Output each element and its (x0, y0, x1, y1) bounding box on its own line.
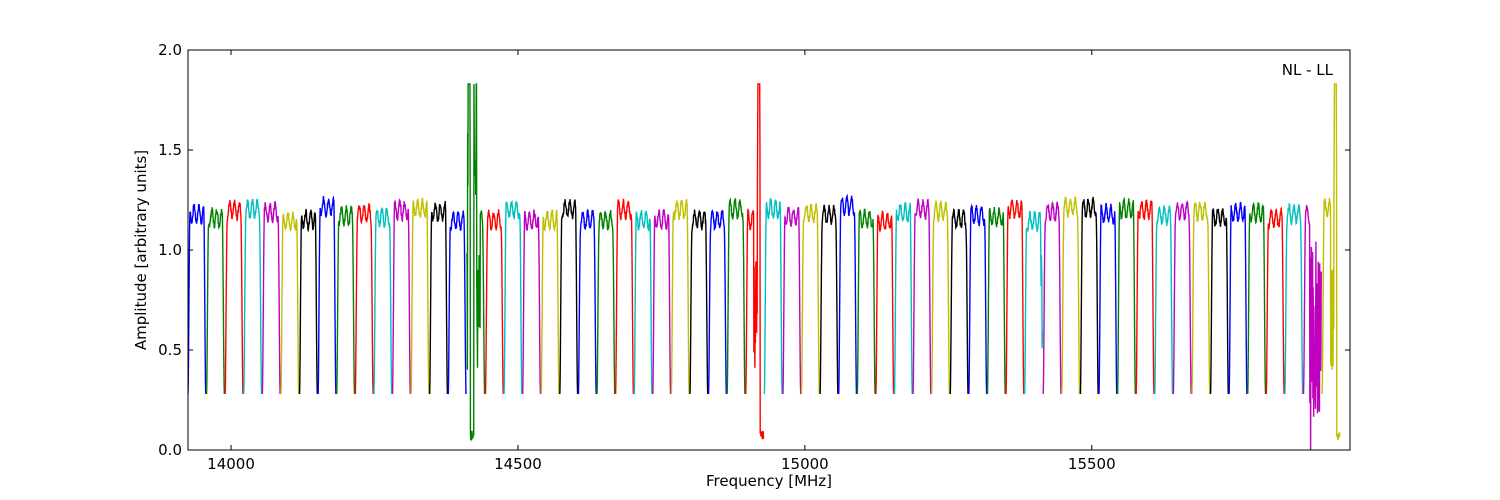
series-line-36 (856, 208, 876, 395)
x-tick-label: 14000 (207, 455, 255, 473)
series-line-40 (930, 200, 951, 395)
series-line-58 (1265, 206, 1285, 395)
plot-frame (187, 49, 1351, 451)
series-line-18 (521, 209, 542, 395)
x-tick-label: 15500 (1068, 455, 1116, 473)
x-tick-label: 14500 (494, 455, 542, 473)
y-tick-label: 1.0 (158, 241, 182, 259)
series-line-41 (949, 208, 969, 395)
x-tick-label: 15000 (781, 455, 829, 473)
series-line-49 (1098, 202, 1118, 395)
series-line-43 (986, 206, 1006, 395)
series-line-9 (354, 203, 374, 395)
series-line-56 (1228, 201, 1248, 395)
series-line-54 (1191, 201, 1211, 395)
series-line-23 (614, 198, 635, 395)
series-line-39 (912, 198, 932, 395)
series-line-2 (224, 199, 244, 395)
series-line-45 (1023, 210, 1044, 395)
series-line-30 (745, 83, 765, 440)
x-axis-label: Frequency [MHz] (706, 472, 832, 490)
series-line-19 (540, 209, 560, 395)
series-line-46 (1042, 200, 1062, 395)
y-tick-label: 1.5 (158, 141, 182, 159)
series-line-0 (188, 203, 207, 395)
series-line-53 (1172, 199, 1192, 395)
series-line-26 (670, 198, 690, 395)
series-line-22 (596, 210, 616, 395)
series-line-55 (1209, 208, 1229, 395)
series-line-31 (763, 197, 783, 395)
series-line-24 (633, 210, 653, 395)
series-line-12 (410, 197, 430, 395)
series-line-57 (1247, 201, 1267, 395)
series-line-47 (1061, 195, 1081, 395)
series-line-59 (1284, 202, 1304, 395)
y-tick-label: 0.5 (158, 341, 182, 359)
series-line-48 (1079, 196, 1099, 395)
ticks-layer: 14000 14500 15000 15500 0.0 0.5 1.0 1.5 2.0 (158, 41, 1350, 473)
series-line-33 (800, 203, 820, 395)
series-line-60 (1302, 204, 1322, 450)
series-line-21 (577, 208, 597, 395)
series-line-4 (261, 201, 281, 395)
series-line-20 (559, 199, 579, 395)
series-line-14 (447, 210, 467, 395)
series-line-51 (1135, 199, 1155, 395)
series-line-34 (819, 204, 839, 395)
series-line-61 (1321, 83, 1341, 441)
series-line-1 (205, 207, 226, 395)
series-line-11 (391, 198, 411, 395)
series-line-7 (317, 195, 337, 395)
series-layer (188, 83, 1341, 450)
series-line-32 (782, 206, 802, 395)
series-line-50 (1116, 196, 1137, 395)
chart-annotation: NL - LL (1282, 61, 1334, 79)
y-tick-label: 2.0 (158, 41, 182, 59)
y-axis-label: Amplitude [arbitrary units] (132, 150, 150, 350)
series-line-42 (968, 203, 988, 395)
series-line-5 (280, 211, 300, 395)
series-line-10 (373, 207, 393, 395)
series-line-3 (243, 198, 263, 395)
series-line-13 (429, 200, 449, 395)
series-line-28 (707, 208, 728, 395)
series-line-17 (503, 199, 523, 395)
series-line-27 (689, 209, 709, 395)
series-line-16 (484, 209, 504, 395)
series-line-44 (1005, 199, 1025, 395)
series-line-29 (726, 197, 746, 395)
series-line-6 (298, 208, 318, 395)
series-line-8 (336, 205, 356, 395)
series-line-25 (652, 209, 672, 395)
series-line-15 (466, 83, 486, 442)
series-line-37 (875, 210, 895, 395)
y-tick-label: 0.0 (158, 441, 182, 459)
series-line-52 (1154, 205, 1174, 395)
series-line-35 (838, 193, 858, 395)
series-line-38 (893, 202, 913, 395)
